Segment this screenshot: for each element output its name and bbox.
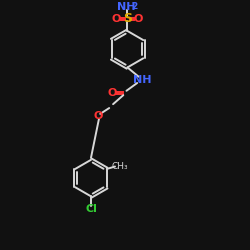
Text: O: O bbox=[108, 88, 117, 98]
Text: S: S bbox=[123, 12, 132, 25]
Text: O: O bbox=[112, 14, 121, 24]
Text: NH: NH bbox=[133, 75, 151, 85]
Text: CH₃: CH₃ bbox=[111, 162, 128, 171]
Text: Cl: Cl bbox=[85, 204, 97, 214]
Text: 2: 2 bbox=[131, 2, 137, 11]
Text: NH: NH bbox=[117, 2, 136, 12]
Text: O: O bbox=[93, 111, 102, 121]
Text: O: O bbox=[134, 14, 143, 24]
